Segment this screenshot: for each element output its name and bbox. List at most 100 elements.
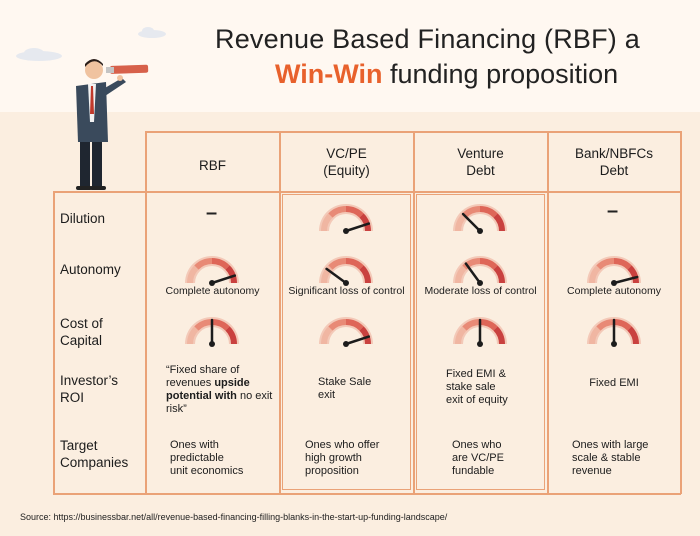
- gauge-cost-vcpe: [317, 314, 375, 348]
- cloud-icon: [138, 27, 166, 38]
- col-divider: [413, 131, 415, 494]
- inner-box-line: [410, 194, 411, 490]
- gauge-segment: [493, 265, 505, 283]
- dilution-bank-dash: –: [607, 200, 619, 222]
- roi-rbf-text: “Fixed share of revenues: [166, 364, 240, 389]
- autonomy-label-venture: Moderate loss of control: [424, 285, 537, 297]
- col-header-vcpe: VC/PE (Equity): [323, 146, 370, 178]
- gauge-segment: [346, 319, 364, 331]
- gauge-segment: [187, 265, 199, 283]
- gauge-segment: [359, 326, 371, 344]
- inner-box-line: [544, 194, 545, 490]
- gauge-dial: [453, 256, 507, 286]
- autonomy-label-vcpe: Significant loss of control: [288, 285, 405, 297]
- col-divider: [547, 131, 549, 494]
- dilution-rbf-dash: –: [206, 202, 218, 224]
- gauge-dial: [319, 256, 373, 286]
- gauge-dilution-venture: [451, 201, 509, 235]
- gauge-segment: [455, 213, 467, 231]
- gauge-autonomy-venture: [451, 253, 509, 287]
- table-border-right: [680, 131, 682, 494]
- table-header-divider: [53, 191, 681, 193]
- gauge-needle: [464, 262, 482, 285]
- source-note: Source: https://businessbar.net/all/reve…: [20, 512, 448, 522]
- gauge-segment: [225, 265, 237, 283]
- target-rbf: Ones with predictable unit economics: [170, 439, 244, 477]
- gauge-hub: [209, 280, 215, 286]
- gauge-segment: [194, 258, 212, 270]
- col-divider: [279, 131, 281, 494]
- inner-box-line: [282, 194, 283, 490]
- gauge-segment: [614, 258, 632, 270]
- col-header-venture-debt: Venture Debt: [457, 146, 504, 178]
- gauge-autonomy-vcpe: [317, 253, 375, 287]
- gauge-hub: [343, 280, 349, 286]
- gauge-dial: [319, 317, 373, 347]
- gauge-segment: [596, 258, 614, 270]
- title-highlight: Win-Win: [275, 59, 383, 89]
- gauge-segment: [321, 213, 333, 231]
- inner-box-line: [416, 194, 544, 195]
- gauge-segment: [212, 319, 230, 331]
- gauge-hub: [611, 341, 617, 347]
- inner-box-line: [416, 194, 417, 490]
- gauge-dial: [453, 204, 507, 234]
- col-header-bank-debt: Bank/NBFCs Debt: [574, 146, 654, 178]
- gauge-hub: [477, 228, 483, 234]
- inner-box-line: [416, 489, 544, 490]
- gauge-segment: [346, 258, 364, 270]
- row-header-dilution: Dilution: [60, 211, 106, 226]
- gauge-segment: [328, 319, 346, 331]
- gauge-segment: [596, 319, 614, 331]
- gauge-segment: [359, 213, 371, 231]
- cloud-icon: [16, 48, 62, 61]
- target-venture: Ones who are VC/PE fundable: [452, 439, 504, 477]
- gauge-dial: [453, 317, 507, 347]
- autonomy-label-rbf: Complete autonomy: [165, 285, 260, 297]
- gauge-dial: [185, 256, 239, 286]
- inner-box-line: [282, 489, 410, 490]
- gauge-segment: [328, 258, 346, 270]
- gauge-segment: [627, 326, 639, 344]
- page-subtitle: Win-Win funding proposition: [275, 59, 618, 90]
- gauge-needle: [344, 335, 371, 346]
- gauge-autonomy-rbf: [183, 253, 241, 287]
- gauge-hub: [477, 341, 483, 347]
- gauge-dial: [587, 317, 641, 347]
- row-header-cost-of-capital: Cost of Capital: [60, 316, 103, 348]
- gauge-segment: [455, 326, 467, 344]
- gauge-segment: [194, 319, 212, 331]
- roi-rbf: “Fixed share of revenues upside potentia…: [166, 364, 278, 416]
- gauge-cost-rbf: [183, 314, 241, 348]
- target-vcpe: Ones who offer high growth proposition: [305, 439, 380, 477]
- gauge-needle: [612, 275, 639, 285]
- gauge-hub: [343, 228, 349, 234]
- gauge-segment: [212, 258, 230, 270]
- gauge-hub: [209, 341, 215, 347]
- gauge-segment: [614, 319, 632, 331]
- row-header-autonomy: Autonomy: [60, 262, 121, 277]
- roi-bank: Fixed EMI: [589, 377, 639, 389]
- gauge-segment: [462, 206, 480, 218]
- row-header-target-companies: Target Companies: [60, 438, 129, 470]
- roi-vcpe: Stake Sale exit: [318, 376, 372, 401]
- target-bank: Ones with large scale & stable revenue: [572, 439, 649, 477]
- gauge-dilution-vcpe: [317, 201, 375, 235]
- gauge-dial: [319, 204, 373, 234]
- gauge-segment: [321, 326, 333, 344]
- gauge-segment: [480, 258, 498, 270]
- inner-box-line: [282, 194, 410, 195]
- gauge-dial: [587, 256, 641, 286]
- col-divider: [145, 131, 147, 494]
- gauge-segment: [346, 206, 364, 218]
- gauge-hub: [611, 280, 617, 286]
- gauge-segment: [493, 326, 505, 344]
- gauge-segment: [462, 319, 480, 331]
- gauge-needle: [210, 274, 237, 285]
- table-border-left: [53, 191, 55, 494]
- roi-venture: Fixed EMI & stake sale exit of equity: [446, 368, 508, 406]
- gauge-needle: [344, 222, 371, 233]
- roi-rbf-tail: no exit risk”: [166, 390, 273, 415]
- gauge-cost-venture: [451, 314, 509, 348]
- gauge-dial: [185, 317, 239, 347]
